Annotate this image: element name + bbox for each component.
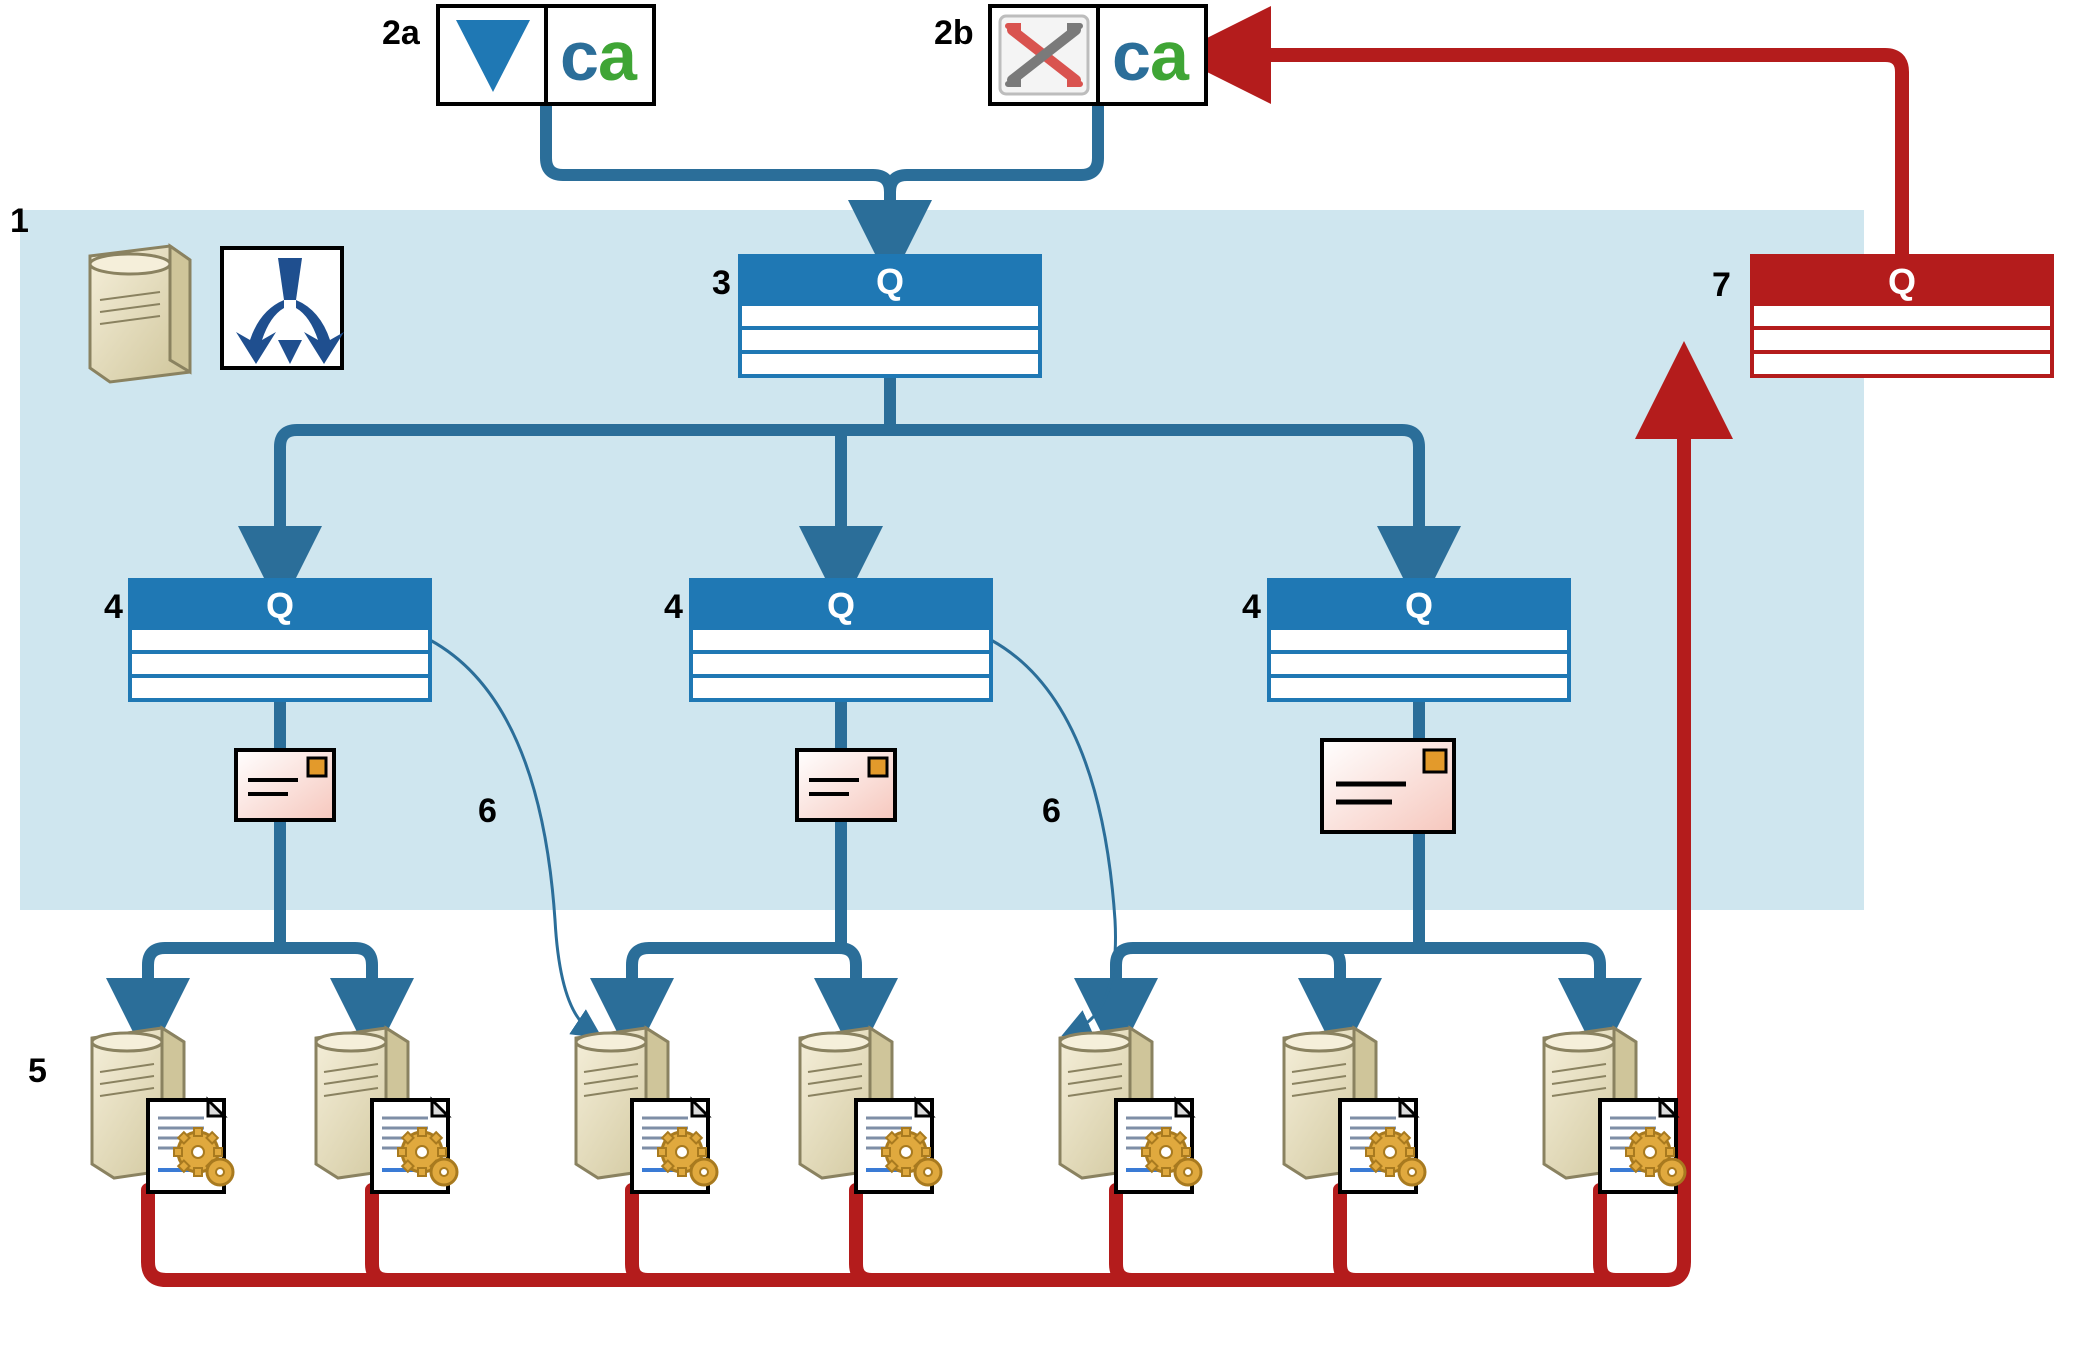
label-4l: 4 <box>104 588 123 626</box>
label-1: 1 <box>10 202 29 240</box>
server-row <box>92 1028 1685 1192</box>
queue-3-label: Q <box>876 261 904 302</box>
queue-4-left-label: Q <box>266 585 294 626</box>
label-2b: 2b <box>934 14 974 52</box>
queue-4-left: Q <box>130 580 430 700</box>
ca-logo-a: a <box>598 17 638 95</box>
server-node <box>576 1028 717 1192</box>
label-3: 3 <box>712 264 731 302</box>
envelope-left <box>236 750 334 820</box>
queue-7: Q <box>1752 256 2052 376</box>
server-node <box>1544 1028 1685 1192</box>
server-node <box>1284 1028 1425 1192</box>
source-2a: c a <box>438 6 654 104</box>
queue-4-center: Q <box>691 580 991 700</box>
ca-logo-c: c <box>560 17 599 95</box>
svg-text:a: a <box>1150 17 1190 95</box>
queue-4-right: Q <box>1269 580 1569 700</box>
split-arrows-icon-box <box>222 248 344 368</box>
server-node <box>1060 1028 1201 1192</box>
queue-3: Q <box>740 256 1040 376</box>
svg-text:c: c <box>1112 17 1151 95</box>
server-node <box>316 1028 457 1192</box>
label-4r: 4 <box>1242 588 1261 626</box>
label-4c: 4 <box>664 588 683 626</box>
queue-7-label: Q <box>1888 261 1916 302</box>
diagram-svg: Q Q Q Q Q <box>0 0 2076 1360</box>
queue-4-center-label: Q <box>827 585 855 626</box>
label-2a: 2a <box>382 14 421 52</box>
diagram-canvas: Q Q Q Q Q <box>0 0 2076 1360</box>
source-2b: c a <box>990 6 1206 104</box>
server-node <box>92 1028 233 1192</box>
label-6r: 6 <box>1042 792 1061 830</box>
server-main-icon <box>90 246 190 382</box>
envelope-right <box>1322 740 1454 832</box>
label-7: 7 <box>1712 266 1731 304</box>
label-5: 5 <box>28 1052 47 1090</box>
server-node <box>800 1028 941 1192</box>
label-6l: 6 <box>478 792 497 830</box>
envelope-center <box>797 750 895 820</box>
queue-4-right-label: Q <box>1405 585 1433 626</box>
